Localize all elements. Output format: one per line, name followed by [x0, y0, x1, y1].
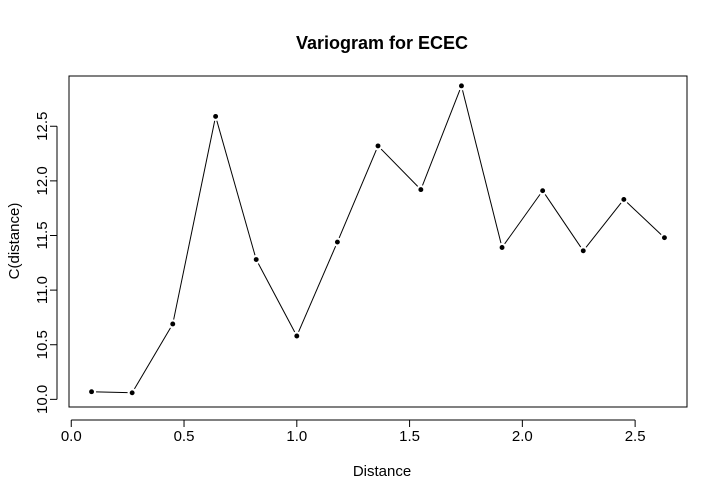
y-tick-label: 11.5 — [34, 221, 51, 249]
y-tick-label: 10.0 — [34, 385, 51, 414]
series-line-segment — [338, 149, 377, 239]
y-tick-label: 10.5 — [34, 330, 51, 359]
series-line-segment — [422, 89, 461, 186]
x-tick-label: 1.5 — [399, 428, 420, 445]
data-point — [660, 233, 669, 242]
data-point — [333, 238, 342, 246]
x-tick-label: 1.0 — [286, 428, 307, 445]
series-line-segment — [216, 120, 256, 256]
data-point — [457, 81, 466, 90]
data-point — [211, 112, 220, 121]
data-point — [374, 141, 382, 150]
y-tick-label: 12.0 — [34, 166, 51, 195]
series-group — [87, 81, 669, 397]
chart-title: Variogram for ECEC — [296, 33, 468, 53]
data-point — [168, 320, 177, 328]
x-tick-label: 0.0 — [61, 428, 82, 445]
data-point — [579, 246, 588, 255]
series-line-segment — [462, 90, 502, 244]
series-line-segment — [504, 194, 541, 245]
plot-frame — [68, 75, 688, 408]
data-point — [87, 387, 96, 396]
x-tick-label: 2.0 — [512, 428, 533, 445]
data-point — [128, 388, 137, 397]
y-tick-label: 11.0 — [34, 276, 51, 304]
series-line-segment — [298, 245, 337, 333]
series-line-segment — [134, 327, 171, 390]
x-axis-label: Distance — [353, 463, 411, 480]
series-line-segment — [380, 148, 419, 187]
series-line-segment — [544, 194, 582, 248]
series-line-segment — [626, 202, 662, 235]
data-point — [619, 195, 628, 204]
data-point — [498, 243, 507, 252]
y-tick-label: 12.5 — [34, 112, 51, 141]
data-point — [292, 332, 301, 340]
y-axis-label: C(distance) — [6, 203, 23, 280]
series-line-segment — [585, 202, 622, 248]
data-point — [252, 255, 261, 264]
data-point — [416, 185, 425, 194]
y-axis: 10.0 10.5 11.0 11.5 12.0 12.5 — [34, 112, 58, 414]
x-tick-label: 0.5 — [174, 428, 195, 445]
series-line-segment — [173, 120, 216, 320]
data-point — [538, 186, 547, 195]
x-tick-label: 2.5 — [625, 428, 646, 445]
series-line-segment — [257, 263, 296, 333]
series-line-segment — [96, 391, 128, 394]
x-axis: 0.0 0.5 1.0 1.5 2.0 2.5 — [61, 419, 646, 445]
